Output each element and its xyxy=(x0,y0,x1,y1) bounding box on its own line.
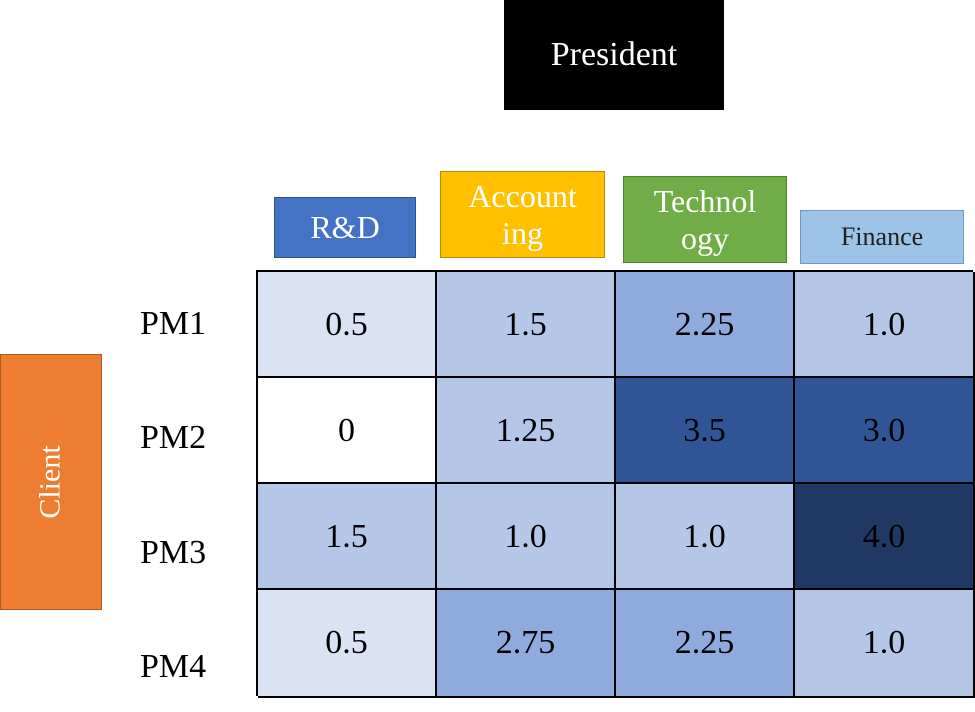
matrix-cell: 3.0 xyxy=(795,378,975,484)
department-finance-box: Finance xyxy=(800,210,964,264)
department-technology-label: Technol ogy xyxy=(653,182,757,256)
matrix-cell: 2.75 xyxy=(437,590,616,698)
matrix-cell: 2.25 xyxy=(616,590,795,698)
matrix-cell: 1.0 xyxy=(437,484,616,590)
matrix-cell: 4.0 xyxy=(795,484,975,590)
heatmap-matrix: 0.5 1.5 2.25 1.0 0 1.25 3.5 3.0 1.5 1.0 1.0 4.0 0.5 2… xyxy=(256,270,975,698)
matrix-cell: 0.5 xyxy=(258,272,437,378)
department-technology-box: Technol ogy xyxy=(623,176,787,263)
president-box: President xyxy=(504,0,724,110)
department-rd-label: R&D xyxy=(310,209,380,246)
matrix-cell: 1.25 xyxy=(437,378,616,484)
client-label: Client xyxy=(34,445,67,519)
matrix-cell: 2.25 xyxy=(616,272,795,378)
department-rd-box: R&D xyxy=(274,197,416,258)
row-label-pm3: PM3 xyxy=(140,534,207,571)
row-label-pm1: PM1 xyxy=(140,305,207,342)
client-box: Client xyxy=(0,354,102,610)
matrix-cell: 1.5 xyxy=(258,484,437,590)
matrix-cell: 0.5 xyxy=(258,590,437,698)
row-label-pm4: PM4 xyxy=(140,648,207,685)
department-accounting-label: Account ing xyxy=(468,177,577,251)
department-finance-label: Finance xyxy=(840,222,924,252)
row-label-pm2: PM2 xyxy=(140,419,207,456)
matrix-cell: 3.5 xyxy=(616,378,795,484)
matrix-cell: 1.0 xyxy=(616,484,795,590)
matrix-cell: 0 xyxy=(258,378,437,484)
matrix-cell: 1.0 xyxy=(795,272,975,378)
matrix-cell: 1.5 xyxy=(437,272,616,378)
president-label: President xyxy=(550,36,678,73)
matrix-cell: 1.0 xyxy=(795,590,975,698)
department-accounting-box: Account ing xyxy=(440,171,605,258)
